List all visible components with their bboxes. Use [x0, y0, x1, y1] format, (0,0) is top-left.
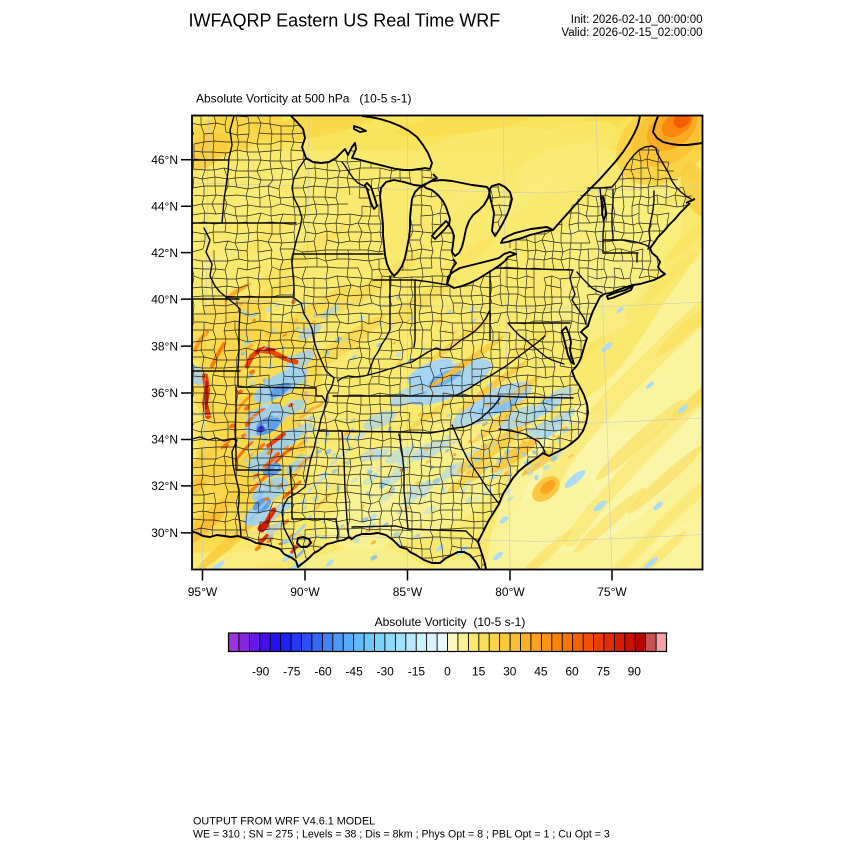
svg-text:Absolute Vorticity (10-5 s-1): Absolute Vorticity (10-5 s-1): [375, 615, 526, 629]
svg-text:-30: -30: [377, 665, 395, 679]
svg-text:32°N: 32°N: [151, 479, 178, 493]
svg-text:Absolute Vorticity at 500 hPa: Absolute Vorticity at 500 hPa (10-5 s-1): [196, 92, 411, 106]
svg-text:44°N: 44°N: [151, 199, 178, 213]
svg-text:Init: 2026-02-10_00:00:00: Init: 2026-02-10_00:00:00: [571, 14, 703, 26]
svg-text:40°N: 40°N: [151, 292, 178, 306]
svg-text:0: 0: [444, 665, 451, 679]
svg-text:Valid: 2026-02-15_02:00:00: Valid: 2026-02-15_02:00:00: [561, 27, 702, 39]
svg-text:60: 60: [565, 665, 579, 679]
svg-text:85°W: 85°W: [393, 585, 423, 599]
svg-text:-15: -15: [408, 665, 426, 679]
svg-text:WE = 310 ; SN = 275 ; Levels =: WE = 310 ; SN = 275 ; Levels = 38 ; Dis …: [193, 829, 610, 841]
svg-text:15: 15: [472, 665, 486, 679]
svg-text:90: 90: [628, 665, 642, 679]
svg-text:30: 30: [503, 665, 517, 679]
svg-text:30°N: 30°N: [151, 526, 178, 540]
svg-text:46°N: 46°N: [151, 153, 178, 167]
svg-text:-60: -60: [314, 665, 332, 679]
svg-text:75°W: 75°W: [597, 585, 627, 599]
svg-text:45: 45: [534, 665, 548, 679]
svg-text:36°N: 36°N: [151, 386, 178, 400]
svg-text:95°W: 95°W: [188, 585, 218, 599]
svg-text:80°W: 80°W: [495, 585, 525, 599]
svg-text:-75: -75: [283, 665, 301, 679]
svg-text:OUTPUT FROM WRF V4.6.1 MODEL: OUTPUT FROM WRF V4.6.1 MODEL: [193, 816, 375, 828]
svg-text:38°N: 38°N: [151, 339, 178, 353]
svg-text:34°N: 34°N: [151, 433, 178, 447]
svg-text:-90: -90: [252, 665, 270, 679]
svg-text:90°W: 90°W: [290, 585, 320, 599]
svg-text:75: 75: [597, 665, 611, 679]
svg-text:42°N: 42°N: [151, 246, 178, 260]
svg-text:IWFAQRP Eastern US Real Time W: IWFAQRP Eastern US Real Time WRF: [189, 11, 501, 31]
svg-text:-45: -45: [345, 665, 363, 679]
